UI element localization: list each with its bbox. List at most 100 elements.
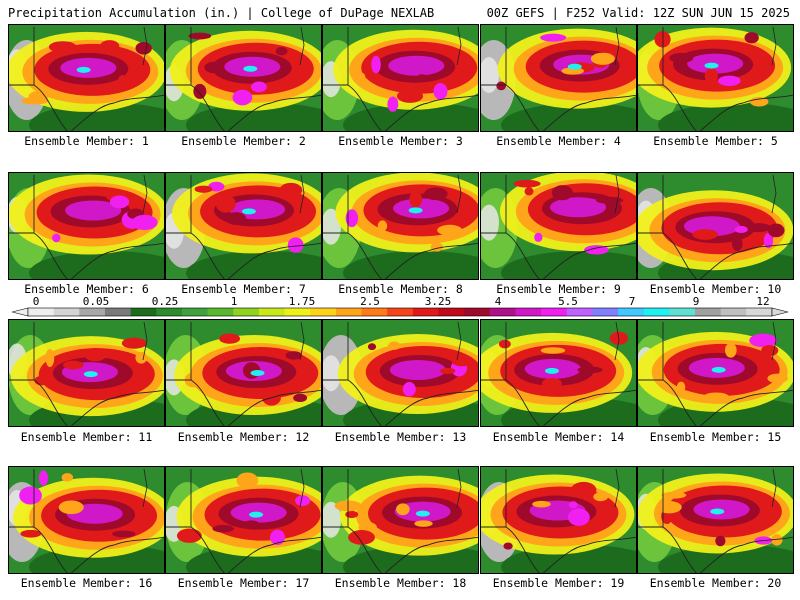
colorbar-swatch — [695, 308, 722, 316]
header: Precipitation Accumulation (in.) | Colle… — [0, 0, 800, 22]
state-border-east — [456, 174, 462, 214]
precip-cell — [440, 367, 456, 374]
colorbar-swatch — [335, 308, 362, 316]
precip-cell — [437, 224, 463, 236]
precip-cell — [345, 510, 359, 519]
precip-cell — [387, 96, 399, 112]
ensemble-map-panel — [637, 24, 794, 132]
state-border-east — [614, 468, 620, 508]
precip-cell — [219, 333, 241, 344]
precip-cell — [176, 528, 202, 543]
colorbar-swatch — [464, 308, 491, 316]
state-border — [638, 469, 793, 573]
precip-cell — [225, 212, 247, 226]
precip-cell — [734, 225, 748, 234]
precip-cell — [715, 535, 726, 547]
precip-map — [481, 173, 636, 279]
state-border — [166, 469, 321, 573]
colorbar-swatch — [746, 308, 773, 316]
state-border-east — [299, 321, 305, 361]
ensemble-map-panel — [165, 466, 322, 574]
precip-cell — [279, 182, 303, 198]
precip-cell — [763, 232, 774, 249]
precip-cell — [669, 52, 694, 63]
ensemble-map-panel — [165, 319, 322, 427]
precip-max-cyan — [250, 370, 265, 377]
colorbar-tick-label: 0.25 — [152, 296, 179, 308]
colorbar-swatch — [284, 308, 311, 316]
ensemble-map-panel — [480, 172, 637, 280]
precip-map — [9, 173, 164, 279]
colorbar-tick-label: 9 — [693, 296, 700, 308]
ensemble-member-caption: Ensemble Member: 12 — [177, 430, 310, 444]
colorbar-swatch — [258, 308, 285, 316]
dry-core — [323, 355, 341, 392]
precip-map — [638, 467, 793, 573]
precip-cell — [402, 381, 416, 397]
colorbar-swatch — [489, 308, 516, 316]
state-border-east — [456, 321, 462, 361]
ensemble-map-panel — [480, 319, 637, 427]
precip-cell — [703, 392, 729, 401]
ensemble-member-caption: Ensemble Member: 18 — [334, 576, 467, 590]
ensemble-member-caption: Ensemble Member: 3 — [338, 134, 463, 148]
colorbar-min-arrow — [11, 307, 29, 317]
precip-cell — [541, 377, 562, 389]
precip-cell — [771, 534, 783, 546]
colorbar-swatch — [207, 308, 234, 316]
precip-cell — [725, 342, 737, 358]
precip-cell — [498, 339, 511, 349]
precip-cell — [45, 349, 55, 368]
state-border — [638, 175, 793, 279]
precip-band-magenta — [550, 197, 607, 218]
precip-cell — [285, 351, 303, 360]
precip-cell — [577, 366, 603, 374]
southern-low-area — [29, 251, 164, 279]
ensemble-member-caption: Ensemble Member: 6 — [24, 282, 149, 296]
precip-cell — [19, 486, 42, 505]
precip-cell — [570, 481, 597, 498]
precip-cell — [595, 196, 624, 204]
precip-cell — [396, 503, 410, 516]
state-border-east — [142, 321, 148, 361]
precip-cell — [744, 32, 759, 44]
precip-max-cyan — [241, 208, 256, 215]
precip-cell — [52, 233, 61, 243]
precip-cell — [496, 81, 507, 91]
ensemble-map-panel — [322, 172, 479, 280]
precip-cell — [656, 500, 682, 514]
southern-low-area — [658, 545, 793, 573]
precip-band-magenta — [393, 198, 450, 219]
precip-cell — [63, 360, 84, 370]
precip-map — [481, 25, 636, 131]
state-border — [166, 27, 321, 131]
precip-cell — [345, 209, 359, 228]
precip-cell — [414, 520, 433, 527]
precip-cell — [767, 373, 788, 384]
colorbar: 0 0.05 0.25 1 1.75 2.5 3.25 4 5.5 7 9 12 — [10, 296, 790, 320]
precip-cell — [275, 46, 288, 56]
colorbar-swatch — [387, 308, 414, 316]
dry-core — [481, 57, 499, 94]
colorbar-swatch — [233, 308, 260, 316]
colorbar-swatch — [130, 308, 157, 316]
precip-cell — [749, 96, 769, 107]
precip-cell — [540, 347, 566, 354]
southern-low-area — [501, 103, 636, 131]
precip-cell — [109, 195, 130, 209]
colorbar-tick-label: 4 — [495, 296, 502, 308]
precip-cell — [676, 381, 686, 393]
colorbar-swatch — [720, 308, 747, 316]
colorbar-swatch — [412, 308, 439, 316]
precip-cell — [293, 393, 308, 403]
colorbar-swatch — [79, 308, 106, 316]
ensemble-member-caption: Ensemble Member: 2 — [181, 134, 306, 148]
precip-cell — [212, 524, 234, 533]
state-border-east — [614, 26, 620, 66]
ensemble-member-caption: Ensemble Member: 20 — [649, 576, 782, 590]
state-border-east — [142, 26, 148, 66]
precip-cell — [377, 220, 388, 232]
ensemble-map-panel — [322, 24, 479, 132]
colorbar-svg: 0 0.05 0.25 1 1.75 2.5 3.25 4 5.5 7 9 12 — [11, 296, 789, 317]
precip-cell — [193, 83, 207, 99]
